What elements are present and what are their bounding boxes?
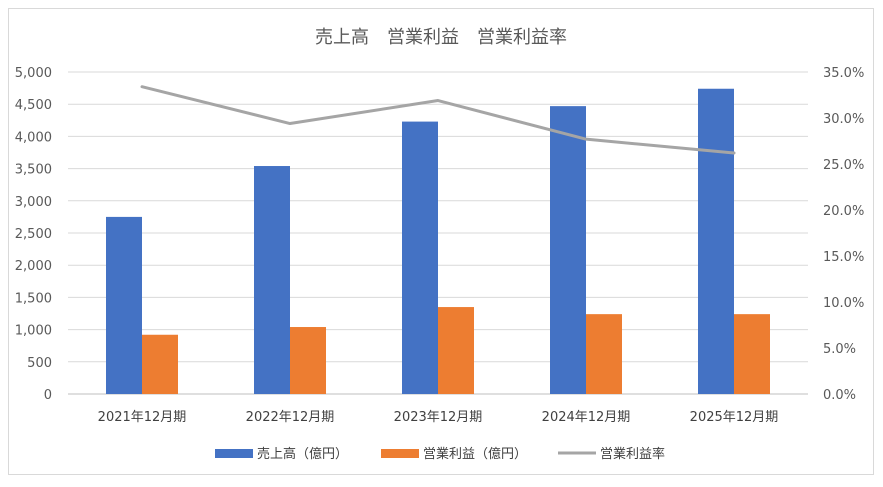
category-label: 2022年12月期 (246, 410, 335, 425)
legend-swatch (381, 449, 419, 458)
category-label: 2023年12月期 (394, 410, 483, 425)
left-tick-label: 2,000 (15, 259, 52, 274)
left-tick-label: 500 (27, 356, 52, 371)
right-tick-label: 30.0% (823, 112, 864, 127)
right-tick-label: 25.0% (823, 158, 864, 173)
chart-title: 売上高 営業利益 営業利益率 (315, 27, 567, 48)
category-label: 2021年12月期 (98, 410, 187, 425)
left-tick-label: 1,500 (15, 291, 52, 306)
line-operating-margin (140, 85, 736, 155)
right-tick-label: 15.0% (823, 250, 864, 265)
left-tick-label: 3,500 (15, 163, 52, 178)
right-tick-label: 5.0% (823, 342, 856, 357)
legend: 売上高（億円） 営業利益（億円） 営業利益率 (215, 446, 665, 462)
category-axis: 2021年12月期 2022年12月期 2023年12月期 2024年12月期 2025… (98, 410, 779, 425)
left-axis-ticks: 0 500 1,000 1,500 2,000 2,500 3,000 3,500 4,000 4… (15, 66, 52, 403)
right-tick-label: 0.0% (823, 388, 856, 403)
bar-operating-profit (438, 307, 474, 394)
bar-revenue (254, 166, 290, 394)
bar-revenue (106, 216, 142, 394)
left-tick-label: 0 (44, 388, 52, 403)
bar-operating-profit (290, 327, 326, 394)
right-tick-label: 20.0% (823, 204, 864, 219)
bar-operating-profit (142, 334, 178, 394)
category-label: 2025年12月期 (690, 410, 779, 425)
legend-label: 売上高（億円） (257, 446, 348, 462)
left-tick-label: 4,000 (15, 130, 52, 145)
legend-swatch (215, 449, 253, 458)
legend-label: 営業利益率 (600, 446, 665, 462)
left-tick-label: 1,000 (15, 324, 52, 339)
right-tick-label: 35.0% (823, 66, 864, 81)
bar-revenue (698, 88, 734, 394)
left-tick-label: 3,000 (15, 195, 52, 210)
bar-series (106, 88, 770, 394)
right-axis-ticks: 0.0% 5.0% 10.0% 15.0% 20.0% 25.0% 30.0% 35.0% (823, 66, 864, 403)
bar-operating-profit (586, 314, 622, 394)
category-label: 2024年12月期 (542, 410, 631, 425)
bar-operating-profit (734, 314, 770, 394)
bar-revenue (402, 121, 438, 394)
left-tick-label: 4,500 (15, 98, 52, 113)
right-tick-label: 10.0% (823, 296, 864, 311)
bar-revenue (550, 106, 586, 394)
left-tick-label: 5,000 (15, 66, 52, 81)
legend-label: 営業利益（億円） (423, 446, 527, 462)
left-tick-label: 2,500 (15, 227, 52, 242)
line-series (140, 85, 736, 155)
